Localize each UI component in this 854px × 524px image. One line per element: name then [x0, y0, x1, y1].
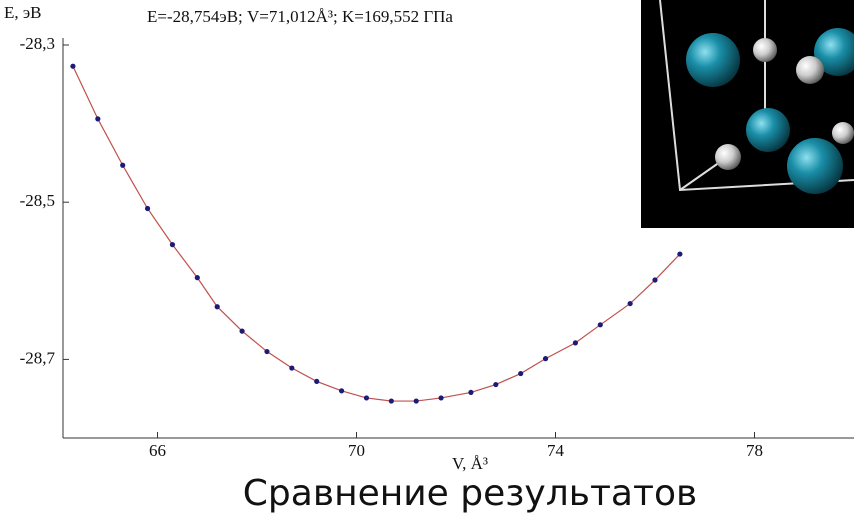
data-point [364, 395, 369, 400]
data-point [145, 206, 150, 211]
data-point [314, 379, 319, 384]
data-point [438, 395, 443, 400]
data-point [628, 301, 633, 306]
data-point [389, 398, 394, 403]
chart-title: E=-28,754эВ; V=71,012Å³; K=169,552 ГПа [147, 7, 453, 26]
x-tick-label: 66 [149, 441, 166, 460]
data-point [543, 356, 548, 361]
data-point [468, 390, 473, 395]
data-point [573, 340, 578, 345]
data-point [70, 64, 75, 69]
x-tick-label: 78 [746, 441, 763, 460]
data-point [414, 398, 419, 403]
data-point [652, 277, 657, 282]
data-point [95, 116, 100, 121]
data-point [339, 388, 344, 393]
x-tick-label: 70 [348, 441, 365, 460]
data-point [493, 382, 498, 387]
y-tick-label: -28,7 [20, 348, 56, 367]
x-tick-label: 74 [547, 441, 565, 460]
inset-image [641, 0, 854, 228]
data-point [264, 349, 269, 354]
caption: Сравнение результатов [243, 473, 697, 514]
data-point [289, 365, 294, 370]
data-point [677, 251, 682, 256]
data-point [170, 242, 175, 247]
x-axis-label: V, Å³ [452, 454, 488, 473]
y-tick-label: -28,5 [20, 191, 55, 210]
data-point [215, 304, 220, 309]
chart: E=-28,754эВ; V=71,012Å³; K=169,552 ГПа E… [0, 0, 854, 524]
y-axis-label: E, эВ [4, 3, 42, 22]
fit-line [73, 66, 680, 401]
data-point [518, 371, 523, 376]
data-point [120, 163, 125, 168]
y-tick-label: -28,3 [20, 34, 55, 53]
data-point [195, 275, 200, 280]
data-point [239, 329, 244, 334]
data-point [598, 322, 603, 327]
